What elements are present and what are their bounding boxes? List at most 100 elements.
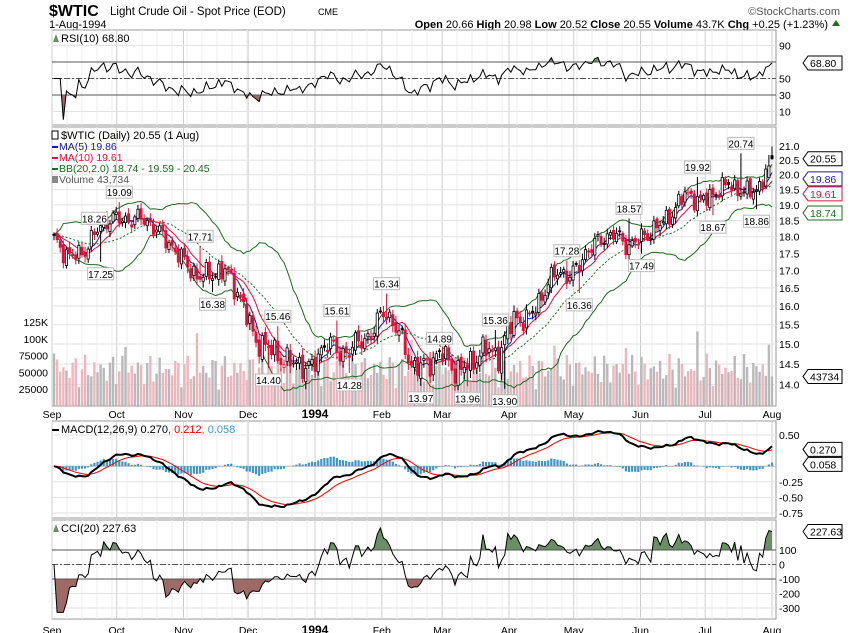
x-axis-label: Apr [501,625,518,633]
volume-icon [52,176,58,183]
macd-histogram-bar [438,466,441,467]
volume-bar [556,358,559,406]
volume-bar [86,375,90,406]
candle-body [133,216,137,226]
candle [478,349,482,373]
candle [198,246,202,283]
candle-body [559,272,563,275]
volume-bar [481,337,485,406]
macd-histogram-bar [245,466,248,472]
candle-body [220,260,224,280]
macd-histogram-bar [208,466,211,470]
candle-body [431,357,435,376]
macd-histogram-bar [68,466,71,471]
candle-body [605,233,609,245]
candle [108,220,112,238]
candle [515,307,519,325]
candle-body [680,196,684,205]
candle [593,232,597,261]
macd-legend: MACD(12,26,9) 0.270, 0.212, 0.058 [52,424,235,436]
candle-body [531,310,535,314]
macd-histogram-bar [345,460,348,467]
macd-histogram-bar [357,460,360,467]
macd-histogram-bar [382,458,385,467]
candle-body [686,191,690,195]
volume-bar [435,366,438,406]
candle-body [92,231,96,235]
volume-bar [671,369,674,406]
candle [74,251,78,265]
macd-histogram-bar [739,466,743,470]
annotation-box [407,391,435,405]
annotation-label: 14.28 [337,381,362,392]
volume-bar [596,373,600,406]
candle-body [674,207,678,219]
volume-bar [602,355,606,406]
candle [58,235,62,253]
ma10-label: MA(10) 19.61 [59,152,123,164]
volume-bar [127,372,130,406]
volume-bar [522,377,525,406]
candle-body [590,249,594,253]
candle-body [266,346,270,349]
volume-bar [108,362,112,406]
macd-histogram-bar [525,460,528,467]
candle-body [111,212,115,223]
up-arrow-icon [832,20,840,26]
volume-bar [537,360,541,406]
candle-body [99,225,103,232]
volume-bar [323,360,326,406]
price-value-tag-text: 20.55 [810,154,836,166]
volume-bar [727,372,730,406]
candle-body [301,354,305,379]
volume-bar [658,360,662,406]
volume-bar [80,369,84,406]
volume-bar [581,374,584,406]
candle-body [142,218,146,225]
candle-body [179,248,183,265]
candle-body [189,268,193,279]
annotation-box [186,229,214,243]
macd-histogram-bar [369,461,373,467]
macd-histogram-bar [236,466,239,468]
candle [77,241,81,264]
candle [419,355,423,386]
candle-body [273,339,277,356]
macd-histogram-bar [310,461,314,467]
volume-bar [755,366,758,406]
volume-bar [646,379,649,406]
volume-bar [711,386,715,406]
candle-body [754,189,758,192]
candle [357,325,361,347]
x-axis-label: Oct [108,409,124,421]
annotation-box [481,313,509,327]
candle-body [441,353,445,362]
macd-histogram-bar [379,458,382,467]
macd-histogram-bar [192,466,195,474]
price-value-tag-box [802,186,843,202]
candle-body [465,364,469,370]
volume-bar [689,369,693,406]
candle [590,244,594,256]
candle-body [183,247,187,258]
macd-histogram-bar [755,466,758,471]
volume-bar [376,372,379,406]
candle [717,190,721,201]
volume-bar [316,366,320,406]
brand-logo[interactable]: ©StockCharts.com [748,6,840,18]
candle-body [714,194,718,197]
volume-bar [307,369,311,406]
candle [313,350,317,378]
candle [238,291,242,302]
volume-bar [528,355,531,406]
low-label: Low [535,19,557,31]
candle-body [422,357,426,361]
candle [123,212,127,229]
candle-body [761,181,765,188]
macd-histogram-bar [603,465,606,467]
x-axis-label: Jul [698,625,711,633]
volume-bar [630,354,634,406]
macd-histogram-bar [478,463,481,467]
macd-histogram-bar [93,462,96,467]
macd-histogram-bar [338,460,342,467]
